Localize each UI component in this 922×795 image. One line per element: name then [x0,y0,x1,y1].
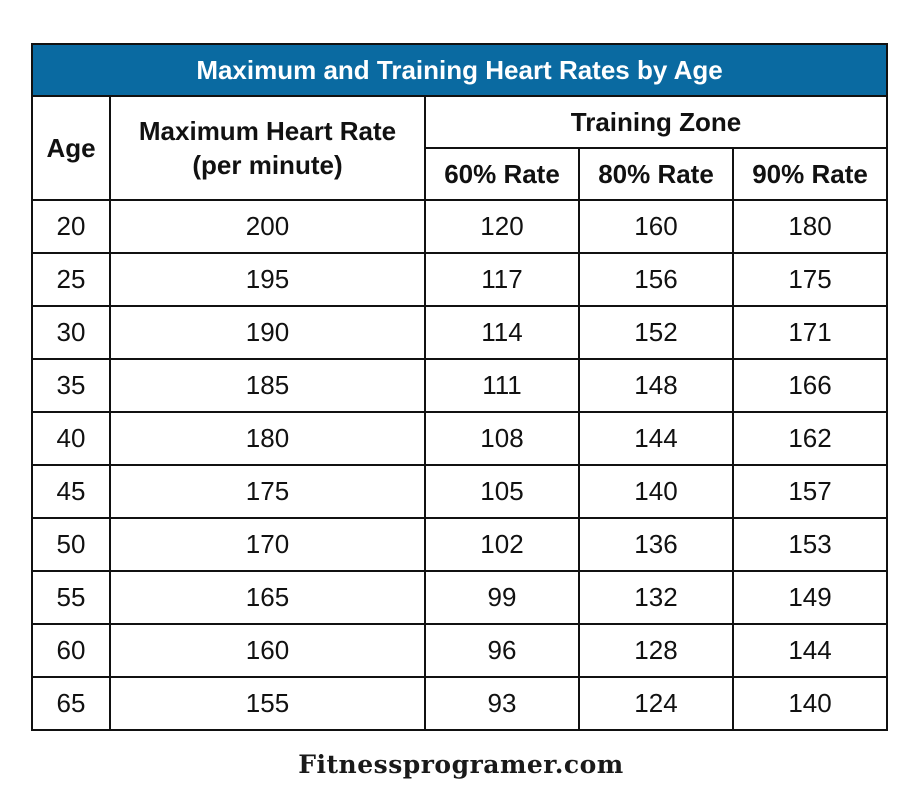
age-column-header: Age [31,95,111,201]
rate-60-cell: 99 [424,570,580,625]
max-heart-rate-cell: 185 [109,358,426,413]
max-heart-rate-cell: 165 [109,570,426,625]
age-cell: 45 [31,464,111,519]
table-row: 60 160 96 128 144 [31,623,889,678]
heart-rate-table: Maximum and Training Heart Rates by Age … [30,43,889,731]
max-heart-rate-cell: 160 [109,623,426,678]
rate-90-cell: 144 [731,623,889,678]
rate-80-cell: 140 [578,464,734,519]
age-cell: 25 [31,252,111,307]
rate-80-cell: 144 [578,411,734,466]
table-body: 20 200 120 160 180 25 195 117 156 175 30 190 114 152 1… [31,199,889,731]
rate-60-cell: 105 [424,464,580,519]
rate-60-cell: 102 [424,517,580,572]
rate-60-cell: 120 [424,199,580,254]
rate-90-column-header: 90% Rate [731,147,889,201]
max-heart-rate-cell: 175 [109,464,426,519]
table-row: 50 170 102 136 153 [31,517,889,572]
rate-60-cell: 117 [424,252,580,307]
table-row: 40 180 108 144 162 [31,411,889,466]
rate-60-cell: 114 [424,305,580,360]
rate-80-column-header: 80% Rate [578,147,734,201]
rate-80-cell: 128 [578,623,734,678]
rate-80-cell: 124 [578,676,734,731]
age-cell: 20 [31,199,111,254]
age-cell: 50 [31,517,111,572]
rate-90-cell: 162 [731,411,889,466]
rate-80-cell: 132 [578,570,734,625]
table-row: 25 195 117 156 175 [31,252,889,307]
max-heart-rate-cell: 200 [109,199,426,254]
table-title: Maximum and Training Heart Rates by Age [30,43,889,97]
table-row: 65 155 93 124 140 [31,676,889,731]
max-heart-rate-cell: 180 [109,411,426,466]
age-cell: 35 [31,358,111,413]
max-heart-rate-cell: 195 [109,252,426,307]
age-cell: 40 [31,411,111,466]
training-zone-header: Training Zone [423,95,889,149]
max-heart-rate-cell: 155 [109,676,426,731]
table-row: 20 200 120 160 180 [31,199,889,254]
rate-90-cell: 171 [731,305,889,360]
max-heart-rate-header-line1: Maximum Heart Rate [138,116,397,146]
rate-90-cell: 140 [731,676,889,731]
rate-80-cell: 156 [578,252,734,307]
max-heart-rate-cell: 170 [109,517,426,572]
max-heart-rate-header-line2: (per minute) [192,150,343,180]
rate-80-cell: 152 [578,305,734,360]
rate-80-cell: 160 [578,199,734,254]
rate-90-cell: 157 [731,464,889,519]
rate-60-cell: 108 [424,411,580,466]
rate-60-column-header: 60% Rate [424,147,580,201]
age-cell: 60 [31,623,111,678]
rate-80-cell: 148 [578,358,734,413]
rate-60-cell: 111 [424,358,580,413]
footer-website-text: Fitnessprogramer.com [298,750,624,779]
rate-90-cell: 180 [731,199,889,254]
rate-90-cell: 149 [731,570,889,625]
rate-60-cell: 93 [424,676,580,731]
rate-90-cell: 175 [731,252,889,307]
table-row: 55 165 99 132 149 [31,570,889,625]
max-heart-rate-cell: 190 [109,305,426,360]
max-heart-rate-column-header: Maximum Heart Rate (per minute) [109,95,426,201]
table-row: 45 175 105 140 157 [31,464,889,519]
rate-90-cell: 166 [731,358,889,413]
rate-80-cell: 136 [578,517,734,572]
table-row: 35 185 111 148 166 [31,358,889,413]
rate-60-cell: 96 [424,623,580,678]
age-cell: 30 [31,305,111,360]
age-cell: 55 [31,570,111,625]
age-cell: 65 [31,676,111,731]
rate-90-cell: 153 [731,517,889,572]
table-row: 30 190 114 152 171 [31,305,889,360]
